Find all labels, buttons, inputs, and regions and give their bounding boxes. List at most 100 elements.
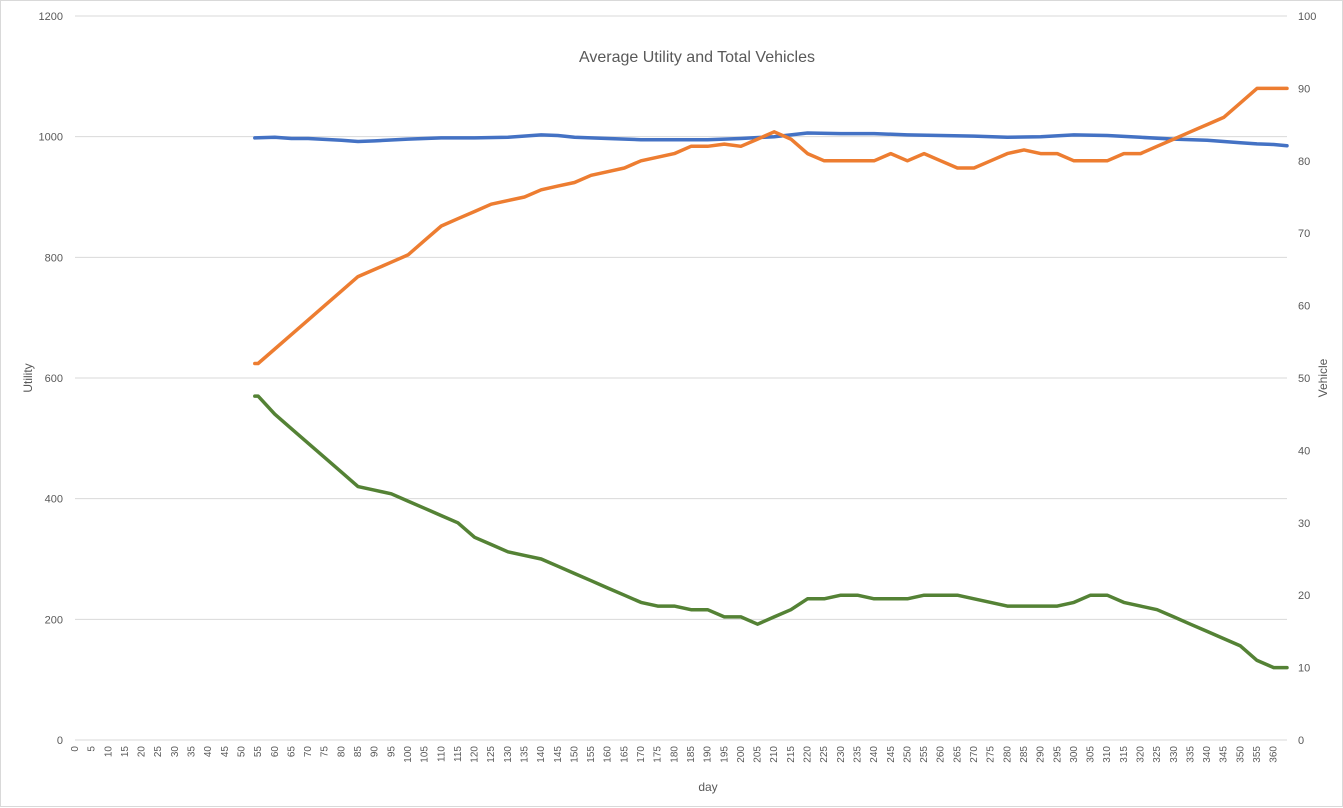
x-tick-label: 155	[586, 746, 597, 763]
x-tick-label: 210	[769, 746, 780, 763]
x-tick-label: 25	[153, 746, 164, 758]
x-tick-label: 165	[619, 746, 630, 763]
y2-tick-label: 10	[1298, 663, 1310, 675]
x-tick-label: 195	[719, 746, 730, 763]
x-tick-label: 70	[303, 746, 314, 758]
gridlines	[75, 15, 1287, 741]
x-tick-label: 60	[270, 746, 281, 758]
x-tick-label: 75	[320, 746, 331, 758]
x-tick-label: 95	[386, 746, 397, 758]
y-tick-label: 0	[57, 735, 63, 747]
x-tick-label: 80	[336, 746, 347, 758]
x-tick-label: 170	[636, 746, 647, 763]
x-tick-label: 295	[1052, 746, 1063, 763]
x-tick-label: 85	[353, 746, 364, 758]
x-tick-label: 330	[1169, 746, 1180, 763]
x-tick-label: 315	[1119, 746, 1130, 763]
x-tick-label: 120	[470, 746, 481, 763]
x-tick-label: 105	[420, 746, 431, 763]
x-tick-label: 215	[786, 746, 797, 763]
y-tick-label: 1000	[39, 132, 63, 144]
x-tick-label: 100	[403, 746, 414, 763]
x-tick-label: 35	[187, 746, 198, 758]
x-tick-label: 15	[120, 746, 131, 758]
x-tick-label: 205	[753, 746, 764, 763]
series-line-2	[253, 86, 1289, 366]
series-line-3	[253, 394, 1289, 670]
x-tick-label: 320	[1135, 746, 1146, 763]
x-tick-label: 110	[436, 746, 447, 762]
x-tick-label: 130	[503, 746, 514, 763]
x-tick-label: 340	[1202, 746, 1213, 763]
right-axis-ticks: 0 10 20 30 40 50 60 70 80 90 100	[1298, 11, 1316, 747]
x-tick-label: 10	[103, 746, 114, 758]
x-tick-label: 290	[1036, 746, 1047, 763]
y2-tick-label: 0	[1298, 735, 1304, 747]
x-tick-label: 125	[486, 746, 497, 763]
x-tick-label: 250	[902, 746, 913, 763]
x-tick-label: 355	[1252, 746, 1263, 763]
chart-title: Average Utility and Total Vehicles	[579, 49, 815, 66]
x-tick-label: 160	[603, 746, 614, 763]
x-tick-label: 0	[70, 746, 81, 752]
y2-tick-label: 50	[1298, 373, 1310, 385]
x-axis-title: day	[698, 780, 717, 794]
x-tick-label: 185	[686, 746, 697, 763]
x-tick-label: 180	[669, 746, 680, 763]
y2-tick-label: 20	[1298, 590, 1310, 602]
x-tick-label: 325	[1152, 746, 1163, 763]
x-tick-label: 175	[653, 746, 664, 763]
x-tick-label: 240	[869, 746, 880, 763]
x-tick-label: 150	[569, 746, 580, 763]
y2-axis-title: Vehicle	[1316, 358, 1330, 397]
x-tick-label: 345	[1219, 746, 1230, 763]
y2-tick-label: 100	[1298, 11, 1316, 23]
y-axis-title: Utility	[21, 363, 35, 392]
x-tick-label: 350	[1235, 746, 1246, 763]
left-axis-ticks: 0 200 400 600 800 1000 1200	[39, 11, 63, 747]
x-tick-label: 90	[370, 746, 381, 758]
x-tick-label: 230	[836, 746, 847, 763]
x-axis-ticks: 0 5 10 15 20 25 30 35 40 45 50 55 60 65 70 75 80 85 90 95 10…	[70, 746, 1280, 763]
x-tick-label: 285	[1019, 746, 1030, 763]
x-tick-label: 140	[536, 746, 547, 763]
y-tick-label: 200	[45, 614, 63, 626]
x-tick-label: 360	[1269, 746, 1280, 763]
x-tick-label: 275	[986, 746, 997, 763]
x-tick-label: 145	[553, 746, 564, 763]
x-tick-label: 55	[253, 746, 264, 758]
x-tick-label: 245	[886, 746, 897, 763]
y-tick-label: 400	[45, 494, 63, 506]
x-tick-label: 260	[936, 746, 947, 763]
x-tick-label: 235	[852, 746, 863, 763]
x-tick-label: 45	[220, 746, 231, 758]
x-tick-label: 310	[1102, 746, 1113, 763]
x-tick-label: 220	[803, 746, 814, 763]
y2-tick-label: 80	[1298, 156, 1310, 168]
x-tick-label: 280	[1002, 746, 1013, 763]
x-tick-label: 190	[703, 746, 714, 763]
y2-tick-label: 70	[1298, 228, 1310, 240]
y2-tick-label: 30	[1298, 518, 1310, 530]
x-tick-label: 270	[969, 746, 980, 763]
series-lines	[253, 86, 1289, 670]
y2-tick-label: 90	[1298, 83, 1310, 95]
y-tick-label: 600	[45, 373, 63, 385]
x-tick-label: 305	[1086, 746, 1097, 763]
x-tick-label: 300	[1069, 746, 1080, 763]
x-tick-label: 20	[137, 746, 148, 758]
x-tick-label: 135	[520, 746, 531, 763]
x-tick-label: 50	[236, 746, 247, 758]
x-tick-label: 40	[203, 746, 214, 758]
x-tick-label: 115	[453, 746, 464, 762]
y2-tick-label: 60	[1298, 301, 1310, 313]
x-tick-label: 225	[819, 746, 830, 763]
y2-tick-label: 40	[1298, 445, 1310, 457]
x-tick-label: 65	[286, 746, 297, 758]
y-tick-label: 800	[45, 252, 63, 264]
x-tick-label: 5	[87, 746, 98, 752]
x-tick-label: 255	[919, 746, 930, 763]
x-tick-label: 265	[952, 746, 963, 763]
